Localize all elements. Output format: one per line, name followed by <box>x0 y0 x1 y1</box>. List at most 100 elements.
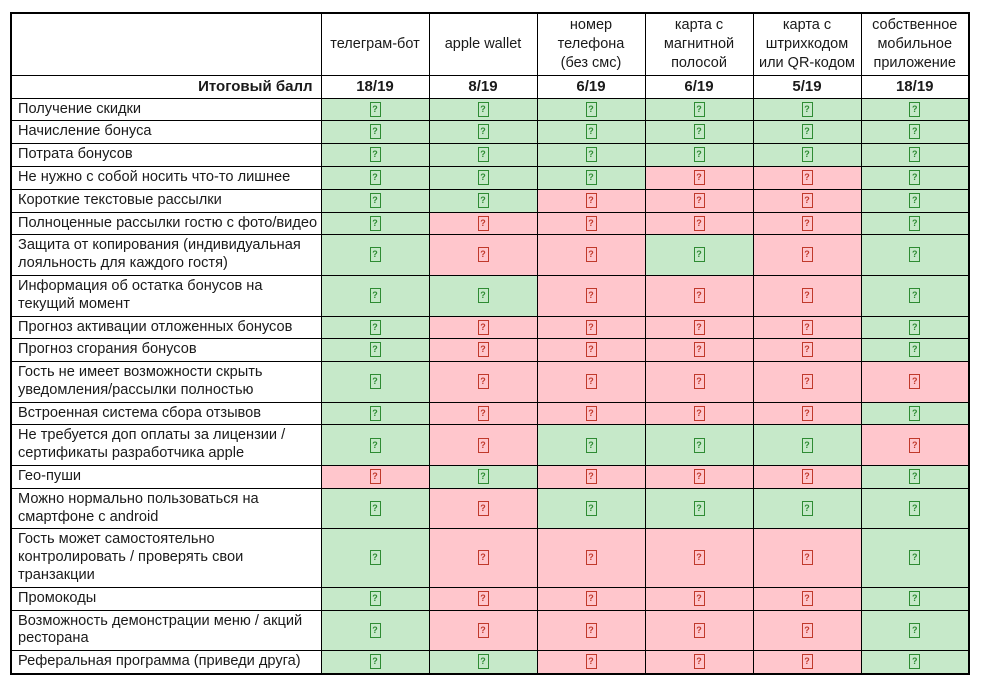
missing-glyph-icon: ? <box>801 469 813 485</box>
status-cell-yes: ? <box>320 586 430 611</box>
missing-glyph-icon: ? <box>801 622 813 638</box>
missing-glyph-icon: ? <box>369 287 381 303</box>
missing-glyph-icon: ? <box>909 469 921 485</box>
table-row: Промокоды ?????? <box>10 586 970 611</box>
table-row: Реферальная программа (приведи друга) ??… <box>10 650 970 675</box>
status-cell-no: ? <box>860 361 970 403</box>
status-cell-yes: ? <box>320 120 430 145</box>
status-cell-yes: ? <box>320 361 430 403</box>
status-cell-no: ? <box>536 234 646 276</box>
status-cell-no: ? <box>860 424 970 467</box>
status-cell-yes: ? <box>860 188 970 213</box>
missing-glyph-icon: ? <box>693 247 705 263</box>
status-cell-no: ? <box>752 401 862 426</box>
table-row: Начисление бонуса ?????? <box>10 120 970 145</box>
status-cell-yes: ? <box>644 97 754 122</box>
table-row: Возможность демонстрации меню / акций ре… <box>10 609 970 652</box>
status-cell-no: ? <box>536 361 646 403</box>
missing-glyph-icon: ? <box>585 101 597 117</box>
feature-label: Прогноз сгорания бонусов <box>10 338 322 363</box>
missing-glyph-icon: ? <box>369 215 381 231</box>
missing-glyph-icon: ? <box>585 319 597 335</box>
missing-glyph-icon: ? <box>585 500 597 516</box>
missing-glyph-icon: ? <box>909 192 921 208</box>
table-row: Встроенная система сбора отзывов ?????? <box>10 401 970 426</box>
missing-glyph-icon: ? <box>693 101 705 117</box>
missing-glyph-icon: ? <box>369 101 381 117</box>
status-cell-yes: ? <box>320 401 430 426</box>
missing-glyph-icon: ? <box>801 192 813 208</box>
status-cell-yes: ? <box>428 650 538 675</box>
status-cell-no: ? <box>428 487 538 530</box>
missing-glyph-icon: ? <box>909 405 921 421</box>
status-cell-no: ? <box>428 424 538 467</box>
status-cell-no: ? <box>536 274 646 317</box>
missing-glyph-icon: ? <box>693 500 705 516</box>
status-cell-yes: ? <box>320 143 430 167</box>
missing-glyph-icon: ? <box>585 550 597 566</box>
status-cell-yes: ? <box>428 97 538 122</box>
missing-glyph-icon: ? <box>477 405 489 421</box>
missing-glyph-icon: ? <box>369 170 381 186</box>
missing-glyph-icon: ? <box>369 247 381 263</box>
status-cell-yes: ? <box>428 274 538 317</box>
feature-label: Реферальная программа (приведи друга) <box>10 650 322 675</box>
status-cell-no: ? <box>752 361 862 403</box>
status-cell-no: ? <box>428 609 538 652</box>
missing-glyph-icon: ? <box>693 437 705 453</box>
status-cell-yes: ? <box>428 143 538 167</box>
comparison-table-wrap: телеграм-бот apple wallet номер телефона… <box>10 12 970 675</box>
status-cell-no: ? <box>644 465 754 489</box>
missing-glyph-icon: ? <box>801 247 813 263</box>
status-cell-no: ? <box>644 338 754 363</box>
missing-glyph-icon: ? <box>801 550 813 566</box>
status-cell-no: ? <box>536 650 646 675</box>
status-cell-no: ? <box>536 188 646 213</box>
missing-glyph-icon: ? <box>369 437 381 453</box>
status-cell-yes: ? <box>320 188 430 213</box>
feature-label: Не требуется доп оплаты за лицензии /сер… <box>10 424 322 467</box>
missing-glyph-icon: ? <box>909 170 921 186</box>
status-cell-yes: ? <box>860 165 970 190</box>
status-cell-yes: ? <box>860 528 970 588</box>
missing-glyph-icon: ? <box>693 622 705 638</box>
missing-glyph-icon: ? <box>909 247 921 263</box>
missing-glyph-icon: ? <box>909 101 921 117</box>
missing-glyph-icon: ? <box>693 215 705 231</box>
missing-glyph-icon: ? <box>369 124 381 140</box>
status-cell-no: ? <box>752 165 862 190</box>
status-cell-yes: ? <box>860 487 970 530</box>
missing-glyph-icon: ? <box>369 147 381 163</box>
status-cell-no: ? <box>752 650 862 675</box>
status-cell-yes: ? <box>860 274 970 317</box>
status-cell-yes: ? <box>320 97 430 122</box>
table-row: Не нужно с собой носить что-то лишнее ??… <box>10 165 970 190</box>
total-score-telegram-bot: 18/19 <box>320 74 430 99</box>
status-cell-no: ? <box>428 234 538 276</box>
status-cell-yes: ? <box>752 424 862 467</box>
missing-glyph-icon: ? <box>801 215 813 231</box>
feature-label: Короткие текстовые рассылки <box>10 188 322 213</box>
table-row: Получение скидки ?????? <box>10 97 970 122</box>
status-cell-no: ? <box>752 234 862 276</box>
missing-glyph-icon: ? <box>801 405 813 421</box>
missing-glyph-icon: ? <box>477 147 489 163</box>
status-cell-no: ? <box>428 528 538 588</box>
status-cell-yes: ? <box>860 120 970 145</box>
missing-glyph-icon: ? <box>693 287 705 303</box>
missing-glyph-icon: ? <box>477 192 489 208</box>
status-cell-yes: ? <box>860 586 970 611</box>
status-cell-no: ? <box>644 211 754 236</box>
missing-glyph-icon: ? <box>801 124 813 140</box>
feature-label: Потрата бонусов <box>10 143 322 167</box>
missing-glyph-icon: ? <box>693 124 705 140</box>
feature-label: Возможность демонстрации меню / акций ре… <box>10 609 322 652</box>
missing-glyph-icon: ? <box>585 469 597 485</box>
status-cell-no: ? <box>752 586 862 611</box>
missing-glyph-icon: ? <box>477 654 489 670</box>
feature-label: Начисление бонуса <box>10 120 322 145</box>
status-cell-no: ? <box>644 528 754 588</box>
status-cell-yes: ? <box>428 465 538 489</box>
column-header-telegram-bot: телеграм-бот <box>320 12 430 76</box>
status-cell-no: ? <box>752 188 862 213</box>
